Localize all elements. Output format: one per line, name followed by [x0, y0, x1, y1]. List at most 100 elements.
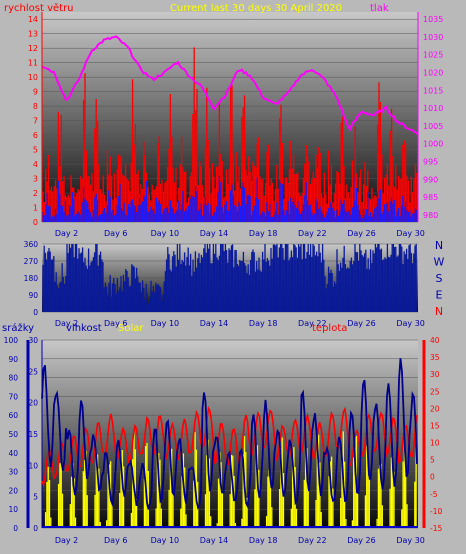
- wind-tick-label: 11: [28, 59, 38, 68]
- pressure-tick-label: 1015: [423, 86, 443, 95]
- temperature-tick-label: -10: [430, 507, 442, 516]
- wind-tick-label: 3: [33, 175, 38, 184]
- wind-tick-label: 10: [28, 73, 38, 82]
- compass-label: W: [434, 256, 445, 269]
- wind-tick-label: 5: [33, 146, 38, 155]
- x-tick-label: Day 30: [396, 319, 425, 328]
- wind-tick-label: 2: [33, 189, 38, 198]
- rain-tick-label: 30: [8, 468, 18, 477]
- x-tick-label: Day 10: [151, 319, 180, 328]
- x-tick-label: Day 14: [200, 319, 229, 328]
- x-tick-label: Day 14: [200, 536, 229, 545]
- x-tick-label: Day 18: [249, 536, 278, 545]
- humidity-tick-label: 15: [28, 430, 38, 439]
- wind-tick-label: 8: [33, 102, 38, 111]
- rain-tick-label: 20: [8, 486, 18, 495]
- chart-title: Current last 30 days 30 April 2020: [170, 3, 342, 14]
- humidity-tick-label: 5: [33, 493, 38, 502]
- rain-tick-label: 10: [8, 505, 18, 514]
- temperature-tick-label: -5: [430, 490, 438, 499]
- x-tick-label: Day 2: [55, 536, 78, 545]
- x-tick-label: Day 2: [55, 319, 78, 328]
- temperature-tick-label: 10: [430, 439, 440, 448]
- temperature-tick-label: 35: [430, 353, 440, 362]
- pressure-tick-label: 1025: [423, 51, 443, 60]
- direction-tick-label: 180: [24, 274, 39, 283]
- x-tick-label: Day 30: [396, 229, 425, 238]
- wind-tick-label: 6: [33, 131, 38, 140]
- compass-label: S: [436, 272, 443, 285]
- temperature-tick-label: 20: [430, 404, 440, 413]
- wind-tick-label: 0: [33, 218, 38, 227]
- solar-label: Solar: [118, 323, 144, 334]
- x-tick-label: Day 22: [298, 536, 327, 545]
- rain-tick-label: 90: [8, 355, 18, 364]
- wind-tick-label: 1: [33, 204, 38, 213]
- wind-tick-label: 4: [33, 160, 38, 169]
- x-tick-label: Day 6: [104, 319, 127, 328]
- pressure-tick-label: 1020: [423, 69, 443, 78]
- direction-tick-label: 360: [24, 240, 39, 249]
- humidity-tick-label: 25: [28, 367, 38, 376]
- rain-tick-label: 0: [13, 524, 18, 533]
- temperature-tick-label: 40: [430, 336, 440, 345]
- temperature-tick-label: 0: [430, 473, 435, 482]
- direction-tick-label: 90: [28, 291, 38, 300]
- compass-label: N: [435, 305, 443, 318]
- pressure-tick-label: 980: [423, 211, 438, 220]
- pressure-tick-label: 1035: [423, 15, 443, 24]
- pressure-line: [41, 35, 419, 136]
- humidity-tick-label: 0: [33, 524, 38, 533]
- temperature-axis-label: teplota: [312, 323, 347, 334]
- rain-tick-label: 70: [8, 392, 18, 401]
- x-tick-label: Day 14: [200, 229, 229, 238]
- pressure-tick-label: 1000: [423, 140, 443, 149]
- x-tick-label: Day 2: [55, 229, 78, 238]
- weather-chart: [26, 339, 426, 529]
- x-tick-label: Day 22: [298, 319, 327, 328]
- temperature-tick-label: 30: [430, 370, 440, 379]
- x-tick-label: Day 22: [298, 229, 327, 238]
- x-tick-label: Day 26: [347, 319, 376, 328]
- humidity-tick-label: 10: [28, 461, 38, 470]
- direction-tick-label: 0: [33, 308, 38, 317]
- pressure-tick-label: 1030: [423, 33, 443, 42]
- pressure-tick-label: 990: [423, 175, 438, 184]
- wind-tick-label: 7: [33, 117, 38, 126]
- wind-tick-label: 12: [28, 44, 38, 53]
- wind-tick-label: 13: [28, 30, 38, 39]
- rain-tick-label: 60: [8, 411, 18, 420]
- wind-tick-label: 9: [33, 88, 38, 97]
- temperature-tick-label: 25: [430, 387, 440, 396]
- rain-tick-label: 100: [4, 336, 19, 345]
- x-tick-label: Day 26: [347, 536, 376, 545]
- humidity-tick-label: 20: [28, 399, 38, 408]
- wind-chart: [41, 12, 419, 223]
- pressure-tick-label: 995: [423, 157, 438, 166]
- pressure-tick-label: 1010: [423, 104, 443, 113]
- wind-axis-label: rychlost větru: [4, 2, 74, 14]
- x-tick-label: Day 6: [104, 229, 127, 238]
- x-tick-label: Day 10: [151, 536, 180, 545]
- x-tick-label: Day 26: [347, 229, 376, 238]
- humidity-axis-label: vlhkost: [66, 323, 102, 334]
- chart-labels: 0123456789101112131498098599099510001005…: [4, 15, 445, 545]
- x-tick-label: Day 18: [249, 229, 278, 238]
- rain-tick-label: 40: [8, 449, 18, 458]
- humidity-tick-label: 30: [28, 336, 38, 345]
- direction-chart: [42, 243, 418, 313]
- temperature-tick-label: 5: [430, 456, 435, 465]
- rain-tick-label: 50: [8, 430, 18, 439]
- x-tick-label: Day 18: [249, 319, 278, 328]
- direction-tick-label: 270: [24, 257, 39, 266]
- x-tick-label: Day 30: [396, 536, 425, 545]
- humidity-line: [41, 358, 418, 510]
- compass-label: E: [436, 289, 443, 302]
- x-tick-label: Day 6: [104, 536, 127, 545]
- temperature-tick-label: 15: [430, 421, 440, 430]
- temperature-tick-label: -15: [430, 524, 442, 533]
- pressure-tick-label: 985: [423, 193, 438, 202]
- pressure-axis-label: tlak: [370, 3, 389, 14]
- rain-axis-label: srážky: [2, 322, 34, 334]
